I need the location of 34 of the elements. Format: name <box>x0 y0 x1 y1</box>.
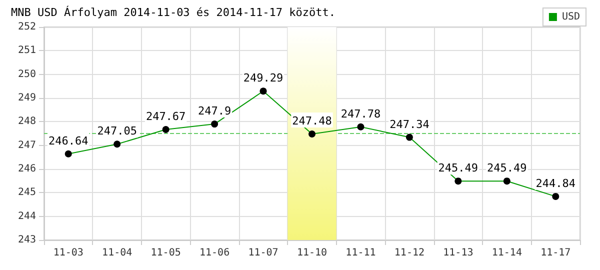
data-label: 247.05 <box>97 124 137 138</box>
y-tick-label: 247 <box>18 140 36 151</box>
x-tick-label: 11-17 <box>540 248 571 258</box>
y-tick-label: 249 <box>18 92 36 104</box>
x-tick-label: 11-14 <box>492 248 522 258</box>
data-label: 246.64 <box>48 134 89 148</box>
x-tick-label: 11-06 <box>199 248 230 258</box>
x-tick-label: 11-05 <box>150 248 181 258</box>
y-tick-label: 250 <box>18 68 36 80</box>
x-tick-label: 11-03 <box>53 248 84 258</box>
data-label: 247.9 <box>198 104 232 118</box>
legend-label: USD <box>562 12 580 22</box>
data-label: 245.49 <box>438 162 478 175</box>
y-tick-label: 246 <box>18 164 36 174</box>
x-tick-label: 11-12 <box>394 248 425 258</box>
y-tick-label: 248 <box>18 116 36 128</box>
y-tick-label: 244 <box>18 210 36 222</box>
data-label: 249.29 <box>243 72 284 85</box>
x-tick-label: 11-07 <box>248 248 278 258</box>
data-label: 247.78 <box>340 107 381 120</box>
data-label: 245.49 <box>487 162 527 175</box>
x-tick-label: 11-04 <box>102 248 132 258</box>
y-tick-label: 252 <box>18 22 36 32</box>
x-tick-label: 11-10 <box>296 248 328 258</box>
x-tick-label: 11-13 <box>443 248 474 258</box>
data-label: 247.34 <box>390 118 430 131</box>
x-tick-label: 11-11 <box>346 248 376 258</box>
data-label: 244.84 <box>536 176 576 190</box>
y-tick-label: 245 <box>18 187 36 198</box>
chart-title: MNB USD Árfolyam 2014-11-03 és 2014-11-17 között. <box>11 5 336 19</box>
data-label: 247.48 <box>292 114 332 128</box>
y-tick-label: 243 <box>18 234 36 246</box>
data-label: 247.67 <box>146 110 186 123</box>
y-tick-label: 251 <box>18 45 36 56</box>
